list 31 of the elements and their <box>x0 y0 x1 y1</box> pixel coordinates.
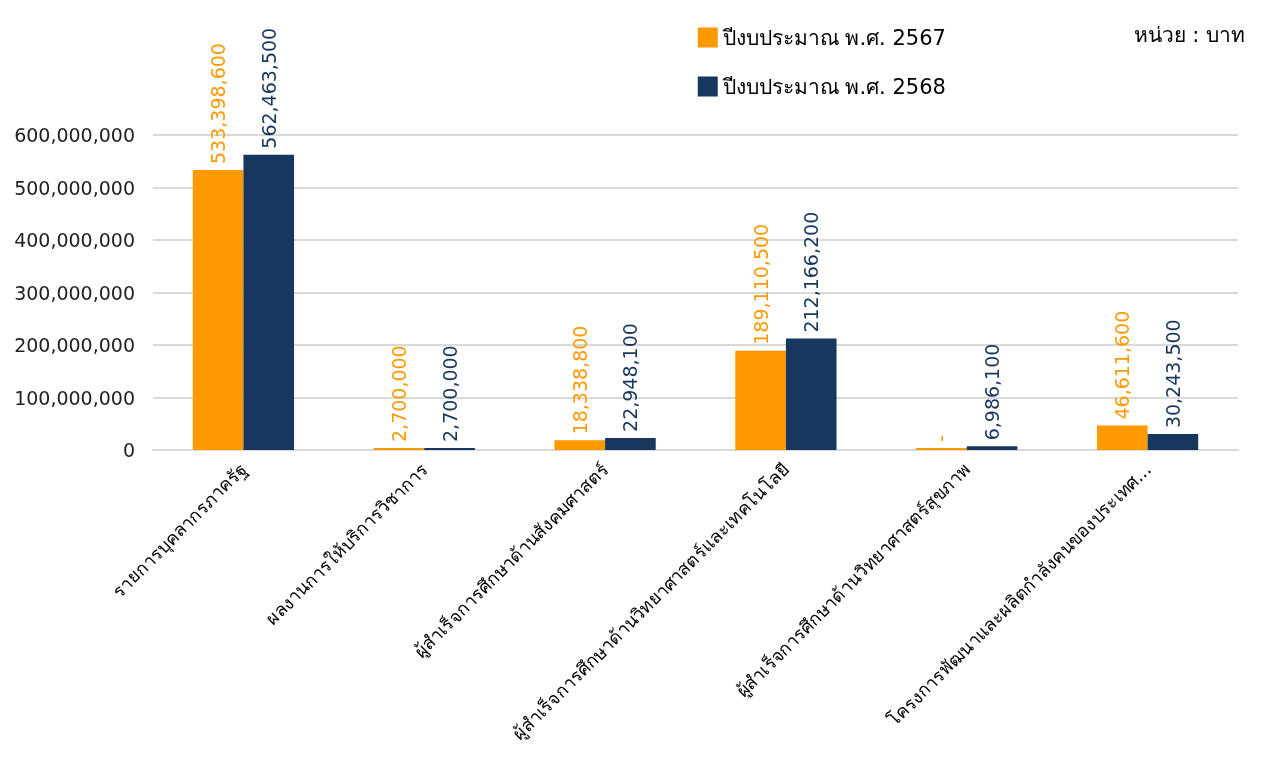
data-label: 6,986,100 <box>981 343 1004 441</box>
bar <box>1096 425 1148 450</box>
y-tick-label: 300,000,000 <box>14 281 135 304</box>
y-tick-label: 0 <box>122 439 135 461</box>
data-label: 2,700,000 <box>438 345 461 442</box>
data-label: 533,398,600 <box>207 43 230 164</box>
legend-label: ปีงบประมาณ พ.ศ. 2568 <box>721 74 946 99</box>
bar <box>966 446 1018 450</box>
data-label: 30,243,500 <box>1161 319 1184 429</box>
bar <box>192 169 244 450</box>
bar <box>785 338 837 450</box>
y-tick-label: 400,000,000 <box>14 229 135 251</box>
bar <box>735 350 786 450</box>
y-tick-label: 600,000,000 <box>14 124 135 146</box>
bar <box>605 437 656 450</box>
data-label: 22,948,100 <box>619 323 642 432</box>
data-label: 212,166,200 <box>800 211 823 333</box>
data-label: 46,611,600 <box>1111 310 1134 420</box>
bar <box>243 154 295 450</box>
y-tick-label: 200,000,000 <box>14 334 135 356</box>
data-label: 562,463,500 <box>257 27 280 149</box>
legend-label: ปีงบประมาณ พ.ศ. 2567 <box>721 25 946 50</box>
y-tick-label: 100,000,000 <box>14 386 135 409</box>
data-label: 189,110,500 <box>749 223 772 345</box>
text: หน่วย : บาท <box>1133 22 1246 47</box>
bar <box>554 440 606 450</box>
data-label: 18,338,800 <box>568 325 591 435</box>
data-label: - <box>930 435 953 442</box>
bar <box>1147 434 1199 450</box>
data-label: 2,700,000 <box>387 345 410 442</box>
y-tick-label: 500,000,000 <box>14 176 135 199</box>
